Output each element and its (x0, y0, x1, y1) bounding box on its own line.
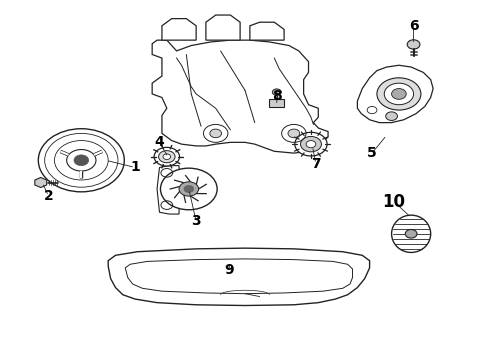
Text: 10: 10 (383, 193, 406, 211)
Circle shape (386, 112, 397, 121)
Circle shape (160, 168, 217, 210)
Circle shape (38, 129, 124, 192)
Polygon shape (152, 40, 328, 153)
Polygon shape (206, 15, 240, 40)
Circle shape (184, 185, 194, 193)
Ellipse shape (392, 215, 431, 252)
Polygon shape (270, 99, 284, 107)
Text: 9: 9 (224, 264, 234, 277)
Circle shape (210, 129, 221, 138)
Circle shape (272, 89, 281, 95)
Circle shape (74, 155, 89, 166)
Text: 8: 8 (272, 89, 282, 103)
Circle shape (179, 182, 198, 196)
Polygon shape (35, 177, 47, 188)
Polygon shape (108, 248, 369, 306)
Text: 4: 4 (155, 135, 164, 149)
Circle shape (405, 229, 417, 238)
Polygon shape (162, 19, 196, 40)
Circle shape (163, 154, 171, 159)
Circle shape (154, 147, 179, 166)
Polygon shape (250, 22, 284, 40)
Text: 7: 7 (311, 157, 320, 171)
Circle shape (300, 136, 321, 152)
Polygon shape (157, 166, 179, 214)
Circle shape (384, 83, 414, 105)
Circle shape (67, 149, 96, 171)
Circle shape (306, 141, 316, 148)
Text: 6: 6 (409, 19, 418, 33)
Circle shape (367, 107, 377, 114)
Text: 1: 1 (130, 161, 140, 175)
Circle shape (288, 129, 300, 138)
Polygon shape (357, 65, 433, 123)
Text: 3: 3 (191, 214, 201, 228)
Circle shape (377, 78, 421, 110)
Circle shape (159, 150, 175, 163)
Text: 2: 2 (44, 189, 53, 203)
Text: 5: 5 (367, 146, 377, 160)
Circle shape (295, 132, 327, 156)
Circle shape (392, 89, 406, 99)
Circle shape (407, 40, 420, 49)
